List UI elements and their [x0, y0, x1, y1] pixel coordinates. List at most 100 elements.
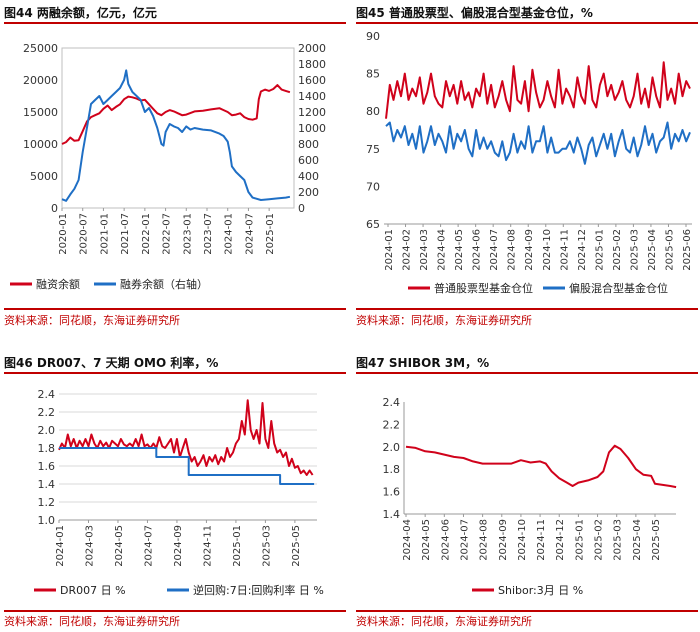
chart-title: 图44 两融余额，亿元，亿元 [4, 6, 157, 20]
chart-panel-fig44: 图44 两融余额，亿元，亿元 0 5000 10000 15000 20000 25000… [4, 4, 346, 329]
x-tick-label: 2025-02 [594, 519, 605, 561]
y-tick-label: 25000 [23, 42, 58, 55]
x-tick-label: 2025-04 [647, 229, 658, 271]
x-tick-label: 2024-12 [577, 229, 588, 271]
title-rule [356, 22, 698, 24]
y-tick-label: 2.2 [38, 406, 56, 419]
x-tick-label: 2024-05 [114, 525, 125, 567]
x-tick-label: 2022-07 [162, 213, 173, 255]
y-tick-label: 85 [366, 68, 380, 81]
x-tick-label: 2024-04 [437, 229, 448, 271]
y-tick-label: 2.2 [383, 418, 401, 431]
x-tick-label: 2023-07 [203, 213, 214, 255]
x-tick-label: 2024-12 [555, 519, 566, 561]
x-tick-label: 2024-09 [173, 525, 184, 567]
x-tick-label: 2024-03 [419, 229, 430, 271]
y2-tick-label: 1600 [298, 74, 326, 87]
y-tick-label: 15000 [23, 106, 58, 119]
title-rule [4, 22, 346, 24]
y-tick-label: 80 [366, 105, 380, 118]
x-tick-label: 2024-07 [244, 213, 255, 255]
source-note: 资料来源：同花顺，东海证券研究所 [4, 615, 180, 628]
series-line [58, 399, 314, 476]
y-tick-label: 0 [51, 202, 58, 215]
legend-label: DR007 日 % [60, 584, 126, 597]
series-line [385, 61, 691, 119]
y-tick-label: 5000 [30, 170, 58, 183]
source-note: 资料来源：同花顺，东海证券研究所 [4, 314, 180, 327]
x-tick-label: 2024-03 [84, 525, 95, 567]
chart-title: 图46 DR007、7 天期 OMO 利率，% [4, 356, 219, 370]
series-line [405, 444, 677, 489]
x-tick-label: 2024-08 [507, 229, 518, 271]
y-tick-label: 70 [366, 180, 380, 193]
x-tick-label: 2024-06 [440, 519, 451, 561]
series-line [61, 69, 291, 202]
legend-label: Shibor:3月 日 % [498, 584, 583, 597]
x-tick-label: 2024-01 [55, 525, 66, 567]
x-tick-label: 2024-05 [421, 519, 432, 561]
legend-label: 普通股票型基金仓位 [434, 281, 533, 295]
x-tick-label: 2025-03 [613, 519, 624, 561]
legend-label: 偏股混合型基金仓位 [569, 281, 668, 295]
x-tick-label: 2024-10 [542, 229, 553, 271]
x-tick-label: 2025-06 [682, 229, 693, 271]
x-tick-label: 2024-07 [143, 525, 154, 567]
y-tick-label: 1.8 [383, 463, 401, 476]
series-line [385, 121, 691, 165]
y-tick-label: 2.0 [383, 441, 401, 454]
x-tick-label: 2025-05 [651, 519, 662, 561]
y-tick-label: 65 [366, 218, 380, 231]
chart-panel-fig46: 图46 DR007、7 天期 OMO 利率，% 1.0 1.2 1.4 1.6 1.8 2… [4, 354, 346, 630]
y-tick-label: 1.4 [383, 508, 401, 521]
y-tick-label: 2.4 [383, 396, 401, 409]
x-tick-label: 2025-05 [664, 229, 675, 271]
x-tick-label: 2024-05 [454, 229, 465, 271]
chart-panel-fig47: 图47 SHIBOR 3M，% 1.4 1.6 1.8 2.0 2.2 2.4 2024-0… [356, 354, 698, 630]
source-rule [4, 610, 346, 612]
x-tick-label: 2024-11 [559, 229, 570, 271]
series-line [61, 84, 291, 145]
legend-label: 融资余额 [36, 277, 80, 291]
x-tick-label: 2025-04 [632, 519, 643, 561]
x-tick-label: 2023-01 [182, 213, 193, 255]
x-tick-label: 2024-07 [489, 229, 500, 271]
y-tick-label: 20000 [23, 74, 58, 87]
chart-fig47: 1.4 1.6 1.8 2.0 2.2 2.4 2024-04 2024-05 2024-06 2… [383, 396, 677, 597]
x-tick-label: 2025-02 [612, 229, 623, 271]
x-tick-label: 2024-06 [472, 229, 483, 271]
x-tick-label: 2024-02 [402, 229, 413, 271]
y2-tick-label: 400 [298, 170, 319, 183]
x-tick-label: 2024-10 [517, 519, 528, 561]
y2-tick-label: 1400 [298, 90, 326, 103]
x-tick-label: 2024-11 [202, 525, 213, 567]
y-tick-label: 75 [366, 143, 380, 156]
chart-panel-fig45: 图45 普通股票型、偏股混合型基金仓位，% 65 70 75 80 85 90 2024-0… [356, 4, 698, 329]
y2-tick-label: 2000 [298, 42, 326, 55]
y-tick-label: 10000 [23, 138, 58, 151]
x-tick-label: 2025-03 [629, 229, 640, 271]
y2-tick-label: 0 [298, 202, 305, 215]
x-tick-label: 2021-01 [99, 213, 110, 255]
y-tick-label: 1.6 [383, 486, 401, 499]
x-tick-label: 2024-08 [479, 519, 490, 561]
x-tick-label: 2024-01 [384, 229, 395, 271]
x-tick-label: 2021-07 [120, 213, 131, 255]
legend-label: 逆回购:7日:回购利率 日 % [193, 583, 324, 597]
chart-fig46: 1.0 1.2 1.4 1.6 1.8 2.0 2.2 2.4 2024-01 2024-03 20… [34, 388, 324, 597]
chart-fig45: 65 70 75 80 85 90 2024-01 2024-02 2024-03 2024-04… [366, 30, 693, 295]
chart-title: 图47 SHIBOR 3M，% [356, 356, 490, 370]
y-tick-label: 2.4 [38, 388, 56, 401]
x-tick-label: 2024-09 [498, 519, 509, 561]
x-tick-label: 2024-09 [524, 229, 535, 271]
x-tick-label: 2024-11 [536, 519, 547, 561]
title-rule [4, 372, 346, 374]
x-tick-label: 2025-01 [265, 213, 276, 255]
x-tick-label: 2025-01 [574, 519, 585, 561]
x-tick-label: 2020-07 [79, 213, 90, 255]
y-tick-label: 1.8 [38, 442, 56, 455]
x-tick-label: 2025-01 [594, 229, 605, 271]
x-tick-label: 2024-07 [459, 519, 470, 561]
y-tick-label: 1.0 [38, 514, 56, 527]
y-tick-label: 90 [366, 30, 380, 43]
